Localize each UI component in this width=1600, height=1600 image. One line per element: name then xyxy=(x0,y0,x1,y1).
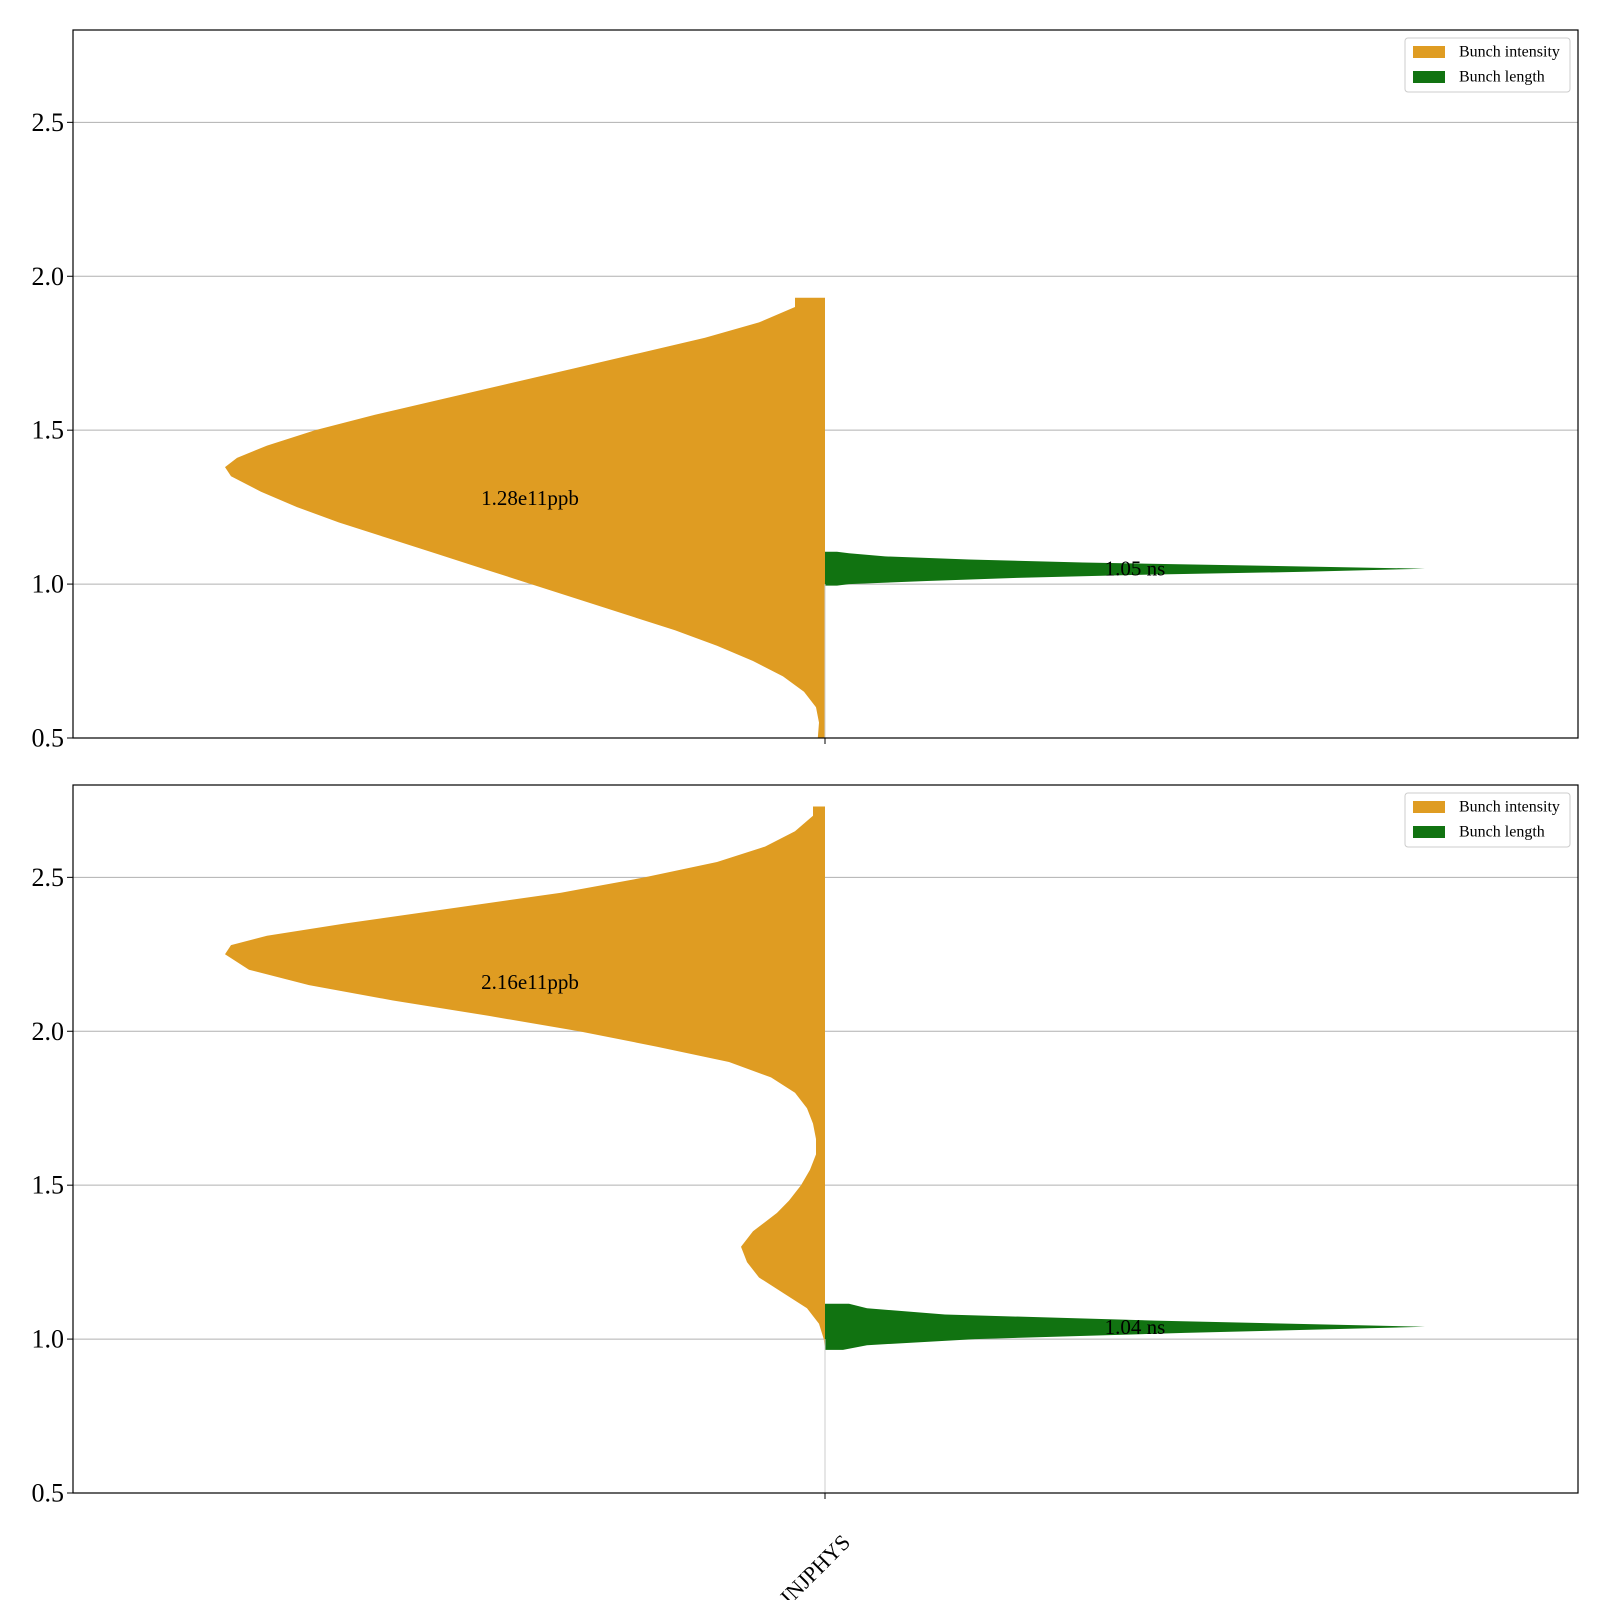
y-tick-label: 1.0 xyxy=(32,1325,65,1354)
y-tick-label: 0.5 xyxy=(32,1479,65,1508)
y-tick-label: 2.5 xyxy=(32,863,65,892)
violin-bunch-length xyxy=(825,551,1425,586)
violin-bunch-intensity xyxy=(225,297,825,738)
chart-panel-1: 0.5 1.0 1.5 2.0 2.5 1.28e11ppb 1.05 ns Bunch in… xyxy=(32,29,1579,753)
legend-swatch xyxy=(1413,46,1445,58)
y-tick-label: 1.0 xyxy=(32,570,65,599)
legend: Bunch intensity Bunch length xyxy=(1404,792,1571,848)
legend-box xyxy=(1404,37,1571,93)
legend-swatch xyxy=(1413,826,1445,838)
median-label-bunch-length: 1.04 ns xyxy=(1105,1315,1166,1339)
y-tick-label: 0.5 xyxy=(32,724,65,753)
y-tick-label: 1.5 xyxy=(32,1171,65,1200)
violin-bunch-length xyxy=(825,1303,1425,1350)
legend-swatch xyxy=(1413,71,1445,83)
y-tick-label: 2.0 xyxy=(32,262,65,291)
y-tick-label: 2.5 xyxy=(32,108,65,137)
panels: 0.5 1.0 1.5 2.0 2.5 1.28e11ppb 1.05 ns Bunch in… xyxy=(32,29,1579,1508)
y-tick-label: 1.5 xyxy=(32,416,65,445)
y-tick-label: 2.0 xyxy=(32,1017,65,1046)
median-label-bunch-intensity: 1.28e11ppb xyxy=(481,486,579,510)
legend-label: Bunch intensity xyxy=(1459,44,1560,61)
legend-box xyxy=(1404,792,1571,848)
legend: Bunch intensity Bunch length xyxy=(1404,37,1571,93)
median-label-bunch-length: 1.05 ns xyxy=(1105,557,1166,581)
violin-bunch-intensity xyxy=(225,806,825,1352)
chart-panel-2: 0.5 1.0 1.5 2.0 2.5 2.16e11ppb 1.04 ns Bunch in… xyxy=(32,784,1579,1508)
legend-label: Bunch intensity xyxy=(1459,799,1560,816)
legend-swatch xyxy=(1413,801,1445,813)
legend-label: Bunch length xyxy=(1459,69,1545,86)
median-label-bunch-intensity: 2.16e11ppb xyxy=(481,970,579,994)
legend-label: Bunch length xyxy=(1459,824,1545,841)
